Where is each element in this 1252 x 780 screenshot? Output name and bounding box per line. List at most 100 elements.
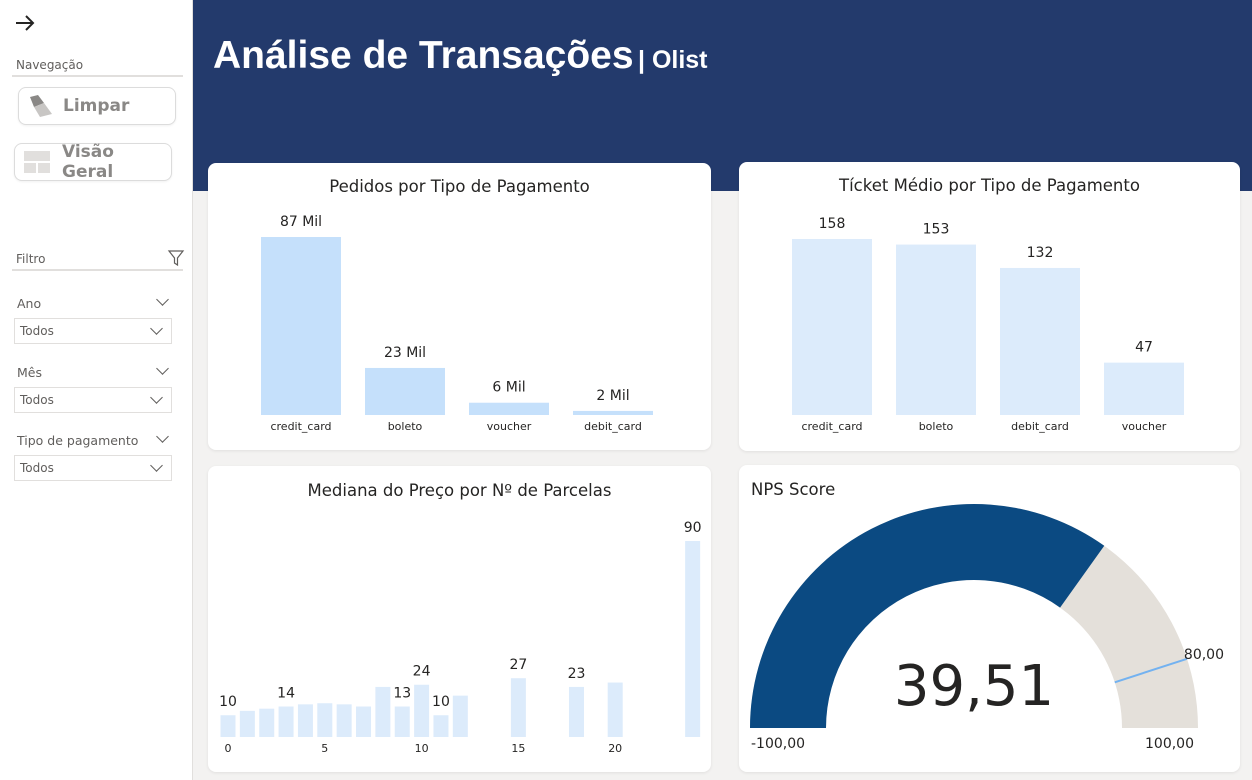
filter-year-value: Todos <box>20 324 54 338</box>
gauge-min-label: -100,00 <box>751 736 805 752</box>
x-tick-label: voucher <box>487 420 532 433</box>
bar <box>510 678 526 737</box>
data-label: 23 Mil <box>384 345 426 361</box>
x-tick-label: 20 <box>608 742 622 755</box>
x-tick-label: credit_card <box>270 420 331 433</box>
funnel-icon[interactable] <box>167 249 185 267</box>
data-label: 47 <box>1135 340 1153 356</box>
x-tick-label: 10 <box>415 742 429 755</box>
x-tick-label: 15 <box>511 742 525 755</box>
x-tick-label: boleto <box>919 420 954 433</box>
bar <box>220 715 236 737</box>
bar <box>375 686 391 737</box>
filter-year-select[interactable]: Todos <box>14 318 172 344</box>
bar <box>239 710 255 737</box>
data-label: 87 Mil <box>280 214 322 230</box>
arrow-right-icon[interactable] <box>14 12 36 34</box>
grid-icon <box>23 151 50 173</box>
median-chart-title: Mediana do Preço por Nº de Parcelas <box>307 481 612 500</box>
filter-section-label: Filtro <box>16 252 46 266</box>
page-title-main: Análise de Transações <box>213 34 634 77</box>
gauge-value: 39,51 <box>894 654 1054 719</box>
filter-payment-value: Todos <box>20 461 54 475</box>
bar <box>297 704 313 737</box>
bar <box>259 708 275 737</box>
bar <box>261 237 341 415</box>
nps-gauge: 39,51 -100,00 100,00 80,00 <box>750 504 1224 752</box>
data-label: 14 <box>277 686 295 702</box>
chevron-down-icon[interactable] <box>156 430 169 443</box>
x-tick-label: 0 <box>225 742 232 755</box>
bar <box>1104 362 1184 415</box>
bar <box>452 695 468 737</box>
bar <box>365 367 445 415</box>
bar <box>394 706 410 737</box>
bar <box>573 410 653 415</box>
data-label: 6 Mil <box>492 380 525 396</box>
bar <box>896 244 976 415</box>
data-label: 153 <box>923 222 950 238</box>
nav-divider <box>12 75 183 77</box>
filter-payment-label: Tipo de pagamento <box>17 433 139 448</box>
data-label: 24 <box>413 664 431 680</box>
bar <box>685 541 701 737</box>
bar <box>433 715 449 737</box>
chevron-down-icon[interactable] <box>156 362 169 375</box>
bar <box>568 686 584 737</box>
chevron-down-icon[interactable] <box>156 293 169 306</box>
filter-divider <box>12 269 183 271</box>
filter-year-label: Ano <box>17 296 42 311</box>
nps-card: NPS Score 39,51 -100,00 100,00 80,00 <box>739 465 1240 772</box>
data-label: 13 <box>393 686 411 702</box>
data-label: 10 <box>219 694 237 710</box>
sidebar: Navegação Limpar Visão Geral Filtro Ano … <box>0 0 193 780</box>
x-tick-label: 5 <box>321 742 328 755</box>
bar <box>1000 267 1080 415</box>
gauge-max-label: 100,00 <box>1145 736 1194 752</box>
bar <box>414 684 430 737</box>
bar <box>469 402 549 415</box>
filter-payment-select[interactable]: Todos <box>14 455 172 481</box>
chevron-down-icon <box>150 459 163 472</box>
data-label: 27 <box>509 657 527 673</box>
gauge-fill <box>750 504 1105 728</box>
page-title-subtitle: | Olist <box>638 46 708 74</box>
data-label: 23 <box>568 666 586 682</box>
x-tick-label: credit_card <box>801 420 862 433</box>
clear-button-label: Limpar <box>63 96 130 116</box>
bar <box>278 706 294 737</box>
bar <box>336 704 352 737</box>
x-tick-label: boleto <box>388 420 423 433</box>
eraser-icon <box>30 95 52 117</box>
page-title: Análise de Transações | Olist <box>213 34 708 78</box>
gauge-target-label: 80,00 <box>1184 647 1224 663</box>
nav-section-label: Navegação <box>16 58 84 72</box>
ticket-chart-title: Tícket Médio por Tipo de Pagamento <box>839 176 1140 195</box>
data-label: 132 <box>1027 245 1054 261</box>
data-label: 2 Mil <box>596 388 629 404</box>
filter-month-value: Todos <box>20 393 54 407</box>
data-label: 90 <box>684 520 702 536</box>
nps-title: NPS Score <box>751 480 836 499</box>
filter-month-label: Mês <box>17 365 42 380</box>
gauge-target-line <box>1114 657 1188 684</box>
overview-button[interactable]: Visão Geral <box>14 142 172 182</box>
median-price-card: Mediana do Preço por Nº de Parcelas 10 14… <box>208 466 711 772</box>
chevron-down-icon <box>150 391 163 404</box>
bar <box>317 703 333 737</box>
data-label: 158 <box>819 216 846 232</box>
orders-bar-chart: 87 Mil credit_card 23 Mil boleto 6 Mil vouche… <box>261 214 653 433</box>
ticket-bar-chart: 158 credit_card 153 boleto 132 debit_card 47 vo… <box>792 216 1184 433</box>
x-tick-label: voucher <box>1122 420 1167 433</box>
bar <box>607 682 623 737</box>
header-banner <box>193 0 1252 191</box>
avg-ticket-card: Tícket Médio por Tipo de Pagamento 158 cr… <box>739 162 1240 451</box>
filter-month-select[interactable]: Todos <box>14 387 172 413</box>
bar <box>356 706 372 737</box>
overview-button-label: Visão Geral <box>61 142 114 182</box>
x-tick-label: debit_card <box>584 420 642 433</box>
bar <box>792 239 872 415</box>
clear-button[interactable]: Limpar <box>18 87 176 125</box>
orders-by-payment-card: Pedidos por Tipo de Pagamento 87 Mil cred… <box>208 163 711 450</box>
